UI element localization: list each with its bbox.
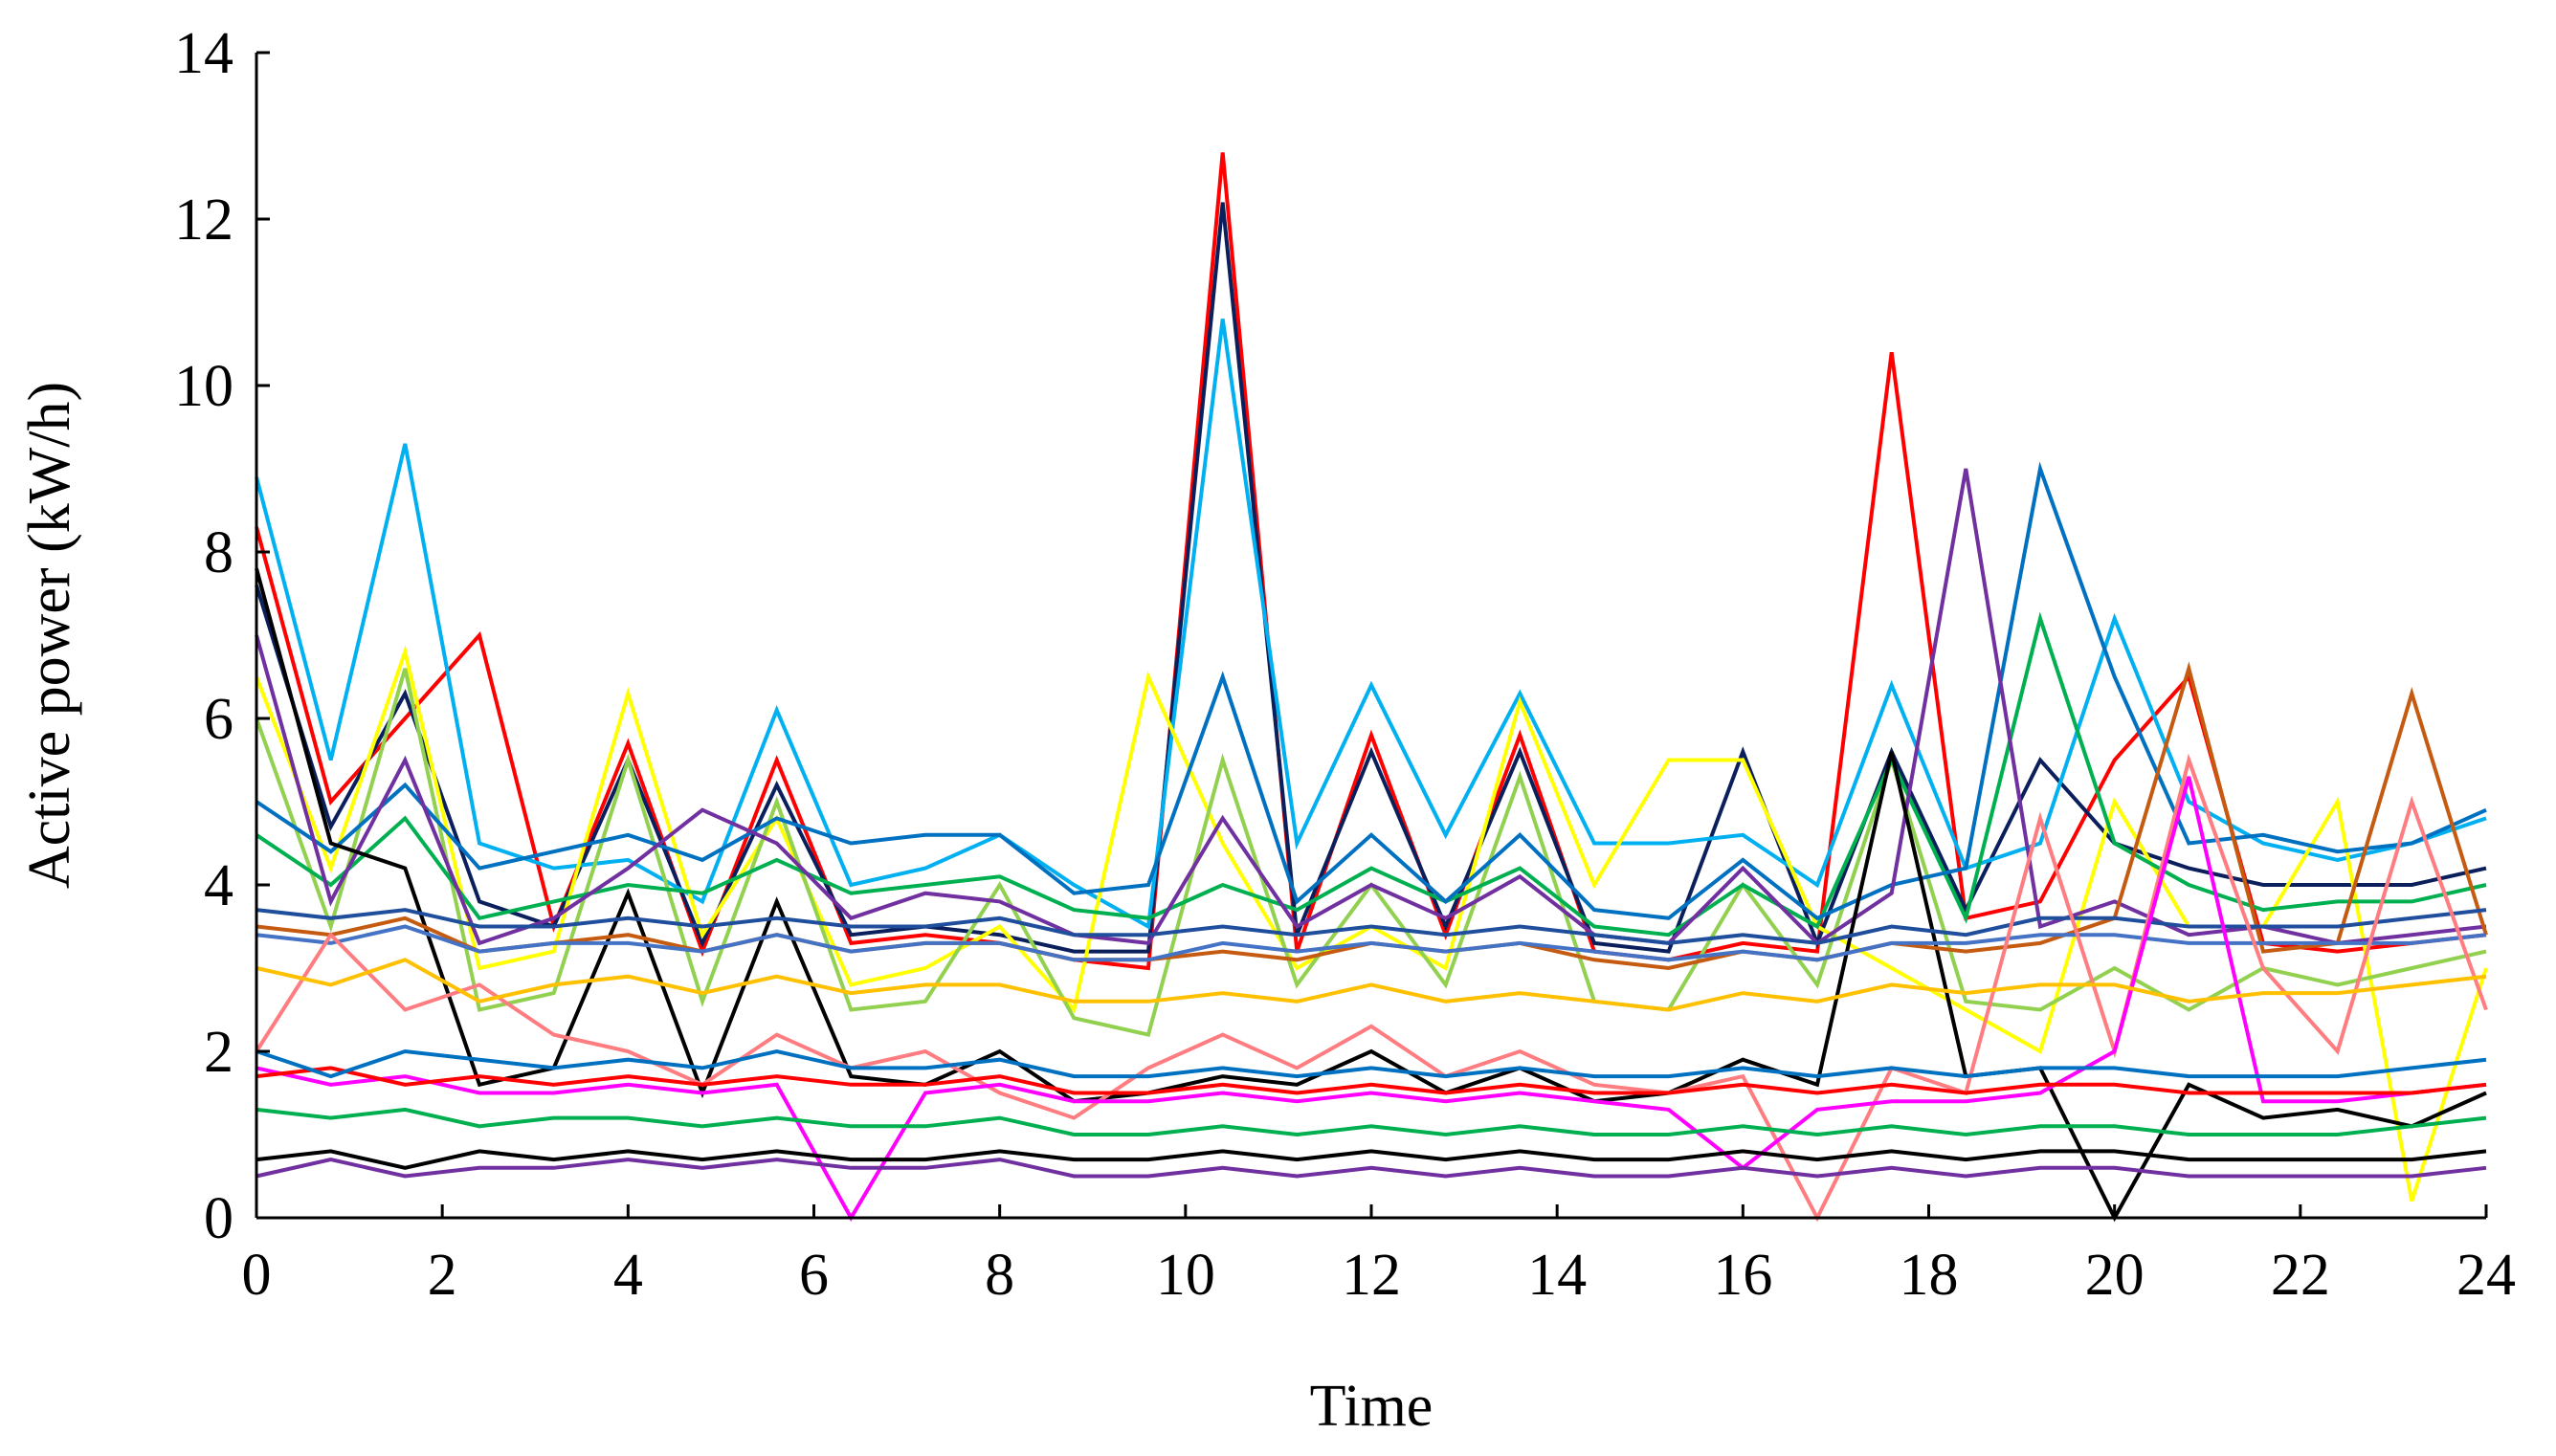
y-tick-label: 2 bbox=[204, 1020, 233, 1085]
series-line-19 bbox=[256, 1158, 2487, 1179]
x-tick-label: 24 bbox=[2456, 1243, 2516, 1308]
x-tick-label: 12 bbox=[1342, 1243, 1401, 1308]
y-tick-label: 0 bbox=[204, 1186, 233, 1251]
y-axis-title: Active power (kW/h) bbox=[17, 382, 82, 889]
series-line-6 bbox=[255, 611, 2487, 938]
x-tick-label: 10 bbox=[1156, 1243, 1215, 1308]
x-tick-label: 18 bbox=[1900, 1243, 1959, 1308]
series-line-2 bbox=[255, 202, 2487, 954]
y-tick-label: 10 bbox=[174, 354, 233, 419]
series-line-16 bbox=[256, 1048, 2487, 1079]
x-tick-label: 16 bbox=[1713, 1243, 1772, 1308]
x-tick-label: 20 bbox=[2085, 1243, 2145, 1308]
x-tick-label: 8 bbox=[985, 1243, 1014, 1308]
y-tick-label: 8 bbox=[204, 520, 233, 585]
series-line-7 bbox=[255, 461, 2487, 921]
series-line-18 bbox=[256, 1149, 2487, 1170]
series-line-11 bbox=[256, 908, 2487, 945]
x-tick-label: 14 bbox=[1527, 1243, 1587, 1308]
series-line-3 bbox=[255, 319, 2487, 930]
x-tick-label: 2 bbox=[428, 1243, 457, 1308]
series-line-20 bbox=[256, 958, 2487, 1012]
series-line-12 bbox=[256, 924, 2487, 962]
series-line-17 bbox=[256, 1107, 2487, 1137]
series-line-15 bbox=[256, 1066, 2487, 1095]
x-tick-label: 22 bbox=[2271, 1243, 2330, 1308]
series-layer bbox=[255, 152, 2488, 1223]
y-tick-label: 12 bbox=[174, 188, 233, 253]
y-tick-label: 6 bbox=[204, 687, 233, 752]
x-tick-label: 4 bbox=[613, 1243, 643, 1308]
x-tick-label: 0 bbox=[242, 1243, 272, 1308]
series-line-8 bbox=[255, 468, 2487, 946]
series-line-1 bbox=[255, 152, 2487, 971]
y-tick-label: 4 bbox=[204, 853, 233, 918]
series-line-14 bbox=[256, 776, 2487, 1223]
x-tick-label: 6 bbox=[799, 1243, 829, 1308]
x-axis-title: Time bbox=[1310, 1374, 1434, 1439]
y-tick-label: 14 bbox=[174, 21, 233, 86]
